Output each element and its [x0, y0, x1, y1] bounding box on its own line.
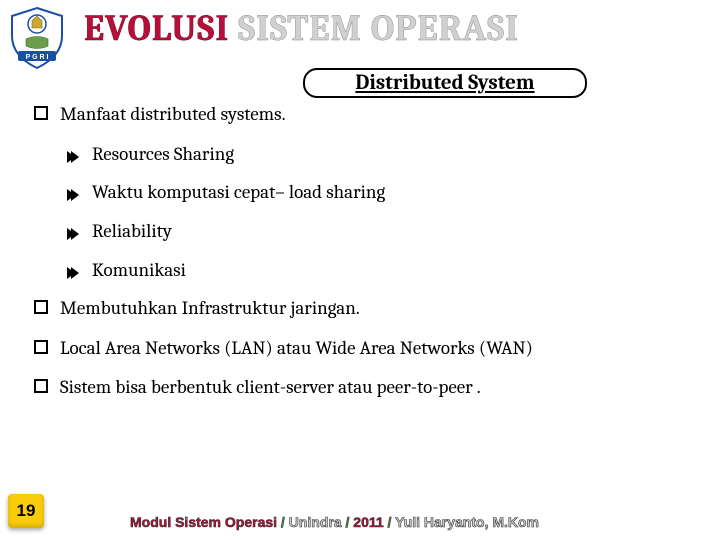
sub-bullet: Resources Sharing [34, 142, 686, 168]
arrow-bullet-icon [66, 224, 80, 238]
sub-bullet: Komunikasi [34, 258, 686, 284]
logo: P G R I [8, 6, 66, 70]
bullet-text: Manfaat distributed systems. [60, 102, 286, 128]
arrow-bullet-icon [66, 185, 80, 199]
square-bullet-icon [34, 379, 48, 393]
bullet-text: Resources Sharing [92, 142, 234, 168]
page-number: 19 [8, 494, 44, 528]
square-bullet-icon [34, 340, 48, 354]
bullet-text: Sistem bisa berbentuk client-server atau… [60, 375, 481, 401]
bullet-text: Reliability [92, 219, 172, 245]
bullet: Sistem bisa berbentuk client-server atau… [34, 375, 686, 401]
subtitle-badge: Distributed System [303, 68, 587, 98]
sub-bullet: Reliability [34, 219, 686, 245]
bullet-text: Local Area Networks (LAN) atau Wide Area… [60, 336, 533, 362]
page-title: EVOLUSI SISTEM OPERASI [84, 6, 519, 49]
bullet: Manfaat distributed systems. [34, 102, 686, 128]
arrow-bullet-icon [66, 263, 80, 277]
footer-text: Modul Sistem Operasi / Unindra / 2011 / … [130, 514, 539, 530]
arrow-bullet-icon [66, 147, 80, 161]
square-bullet-icon [34, 300, 48, 314]
bullet: Membutuhkan Infrastruktur jaringan. [34, 296, 686, 322]
svg-text:P G R I: P G R I [26, 54, 49, 61]
bullet-text: Waktu komputasi cepat– load sharing [92, 180, 385, 206]
bullet: Local Area Networks (LAN) atau Wide Area… [34, 336, 686, 362]
content-area: Manfaat distributed systems. Resources Sh… [0, 102, 720, 415]
sub-bullet: Waktu komputasi cepat– load sharing [34, 180, 686, 206]
bullet-text: Membutuhkan Infrastruktur jaringan. [60, 296, 360, 322]
bullet-text: Komunikasi [92, 258, 186, 284]
square-bullet-icon [34, 106, 48, 120]
